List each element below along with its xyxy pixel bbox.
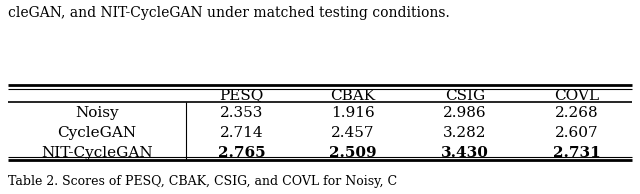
Text: 1.916: 1.916 xyxy=(332,106,375,120)
Text: CBAK: CBAK xyxy=(331,89,376,103)
Text: 3.282: 3.282 xyxy=(443,126,486,140)
Text: 2.986: 2.986 xyxy=(443,106,486,120)
Text: 3.430: 3.430 xyxy=(441,146,489,160)
Text: 2.353: 2.353 xyxy=(220,106,263,120)
Text: 2.509: 2.509 xyxy=(330,146,377,160)
Text: Table 2. Scores of PESQ, CBAK, CSIG, and COVL for Noisy, C: Table 2. Scores of PESQ, CBAK, CSIG, and… xyxy=(8,175,397,188)
Text: 2.607: 2.607 xyxy=(555,126,598,140)
Text: COVL: COVL xyxy=(554,89,599,103)
Text: cleGAN, and NIT-CycleGAN under matched testing conditions.: cleGAN, and NIT-CycleGAN under matched t… xyxy=(8,6,449,20)
Text: CSIG: CSIG xyxy=(445,89,485,103)
Text: 2.765: 2.765 xyxy=(218,146,266,160)
Text: 2.457: 2.457 xyxy=(332,126,375,140)
Text: NIT-CycleGAN: NIT-CycleGAN xyxy=(41,146,152,160)
Text: Noisy: Noisy xyxy=(75,106,118,120)
Text: PESQ: PESQ xyxy=(220,89,264,103)
Text: 2.731: 2.731 xyxy=(552,146,600,160)
Text: 2.268: 2.268 xyxy=(555,106,598,120)
Text: CycleGAN: CycleGAN xyxy=(57,126,136,140)
Text: 2.714: 2.714 xyxy=(220,126,263,140)
